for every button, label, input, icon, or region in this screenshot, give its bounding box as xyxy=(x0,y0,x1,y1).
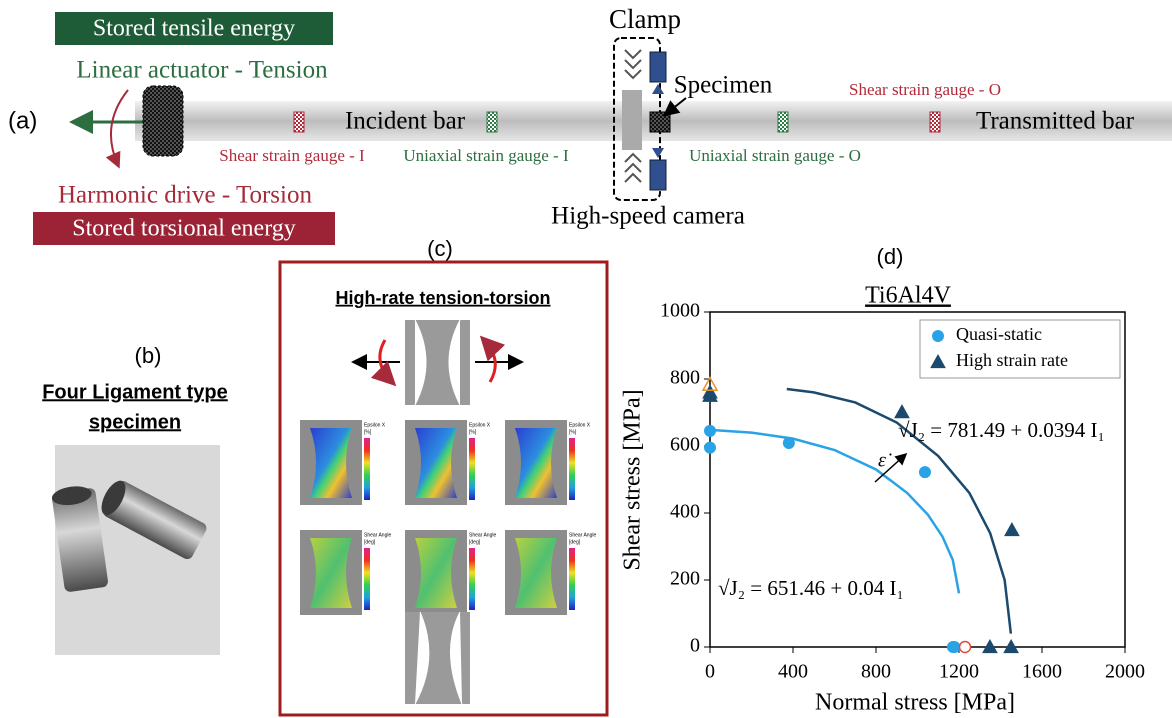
field-map xyxy=(515,428,557,498)
colorbar-unit: [%] xyxy=(469,429,477,435)
x-tick-label: 1600 xyxy=(1022,661,1062,683)
marker xyxy=(1005,523,1019,536)
y-tick-label: 800 xyxy=(670,367,700,389)
gauge-label: Uniaxial strain gauge - I xyxy=(403,146,569,165)
legend-label: Quasi-static xyxy=(956,324,1042,344)
field-map xyxy=(415,538,457,608)
box-label: Stored torsional energy xyxy=(72,216,296,242)
marker xyxy=(705,442,716,453)
chart: (d) Ti6Al4V Normal stress [MPa] Shear st… xyxy=(620,244,1146,716)
x-tick-label: 400 xyxy=(778,661,808,683)
clamp-label: Clamp xyxy=(609,4,681,34)
field-map xyxy=(515,538,557,608)
colorbar-unit: [%] xyxy=(364,429,372,435)
bar-label: Transmitted bar xyxy=(976,108,1135,135)
camera xyxy=(650,52,666,82)
title: High-rate tension-torsion xyxy=(336,288,551,308)
specimen-image xyxy=(405,320,470,405)
colorbar-unit: [deg] xyxy=(469,539,481,545)
field-map xyxy=(415,428,457,498)
colorbar-unit: [%] xyxy=(569,429,577,435)
marker xyxy=(919,467,930,478)
x-tick-label: 0 xyxy=(705,661,715,683)
x-tick-label: 2000 xyxy=(1105,661,1145,683)
chart-title: Ti6Al4V xyxy=(865,283,951,309)
y-tick-label: 400 xyxy=(670,501,700,523)
marker xyxy=(949,642,960,653)
fit-label: √J₂ = 781.49 + 0.0394 I₁ xyxy=(898,418,1105,442)
maps: Epsilon X[%]Epsilon X[%]Epsilon X[%]Shea… xyxy=(300,420,596,615)
colorbar xyxy=(569,438,575,500)
gauge-label: Uniaxial strain gauge - O xyxy=(689,146,861,165)
colorbar-title: Epsilon X xyxy=(569,422,591,428)
marker xyxy=(960,642,971,653)
colorbar-unit: [deg] xyxy=(364,539,376,545)
panel-b: (b) Four Ligament type specimen xyxy=(42,343,228,655)
panel-a: Stored tensile energy Linear actuator - … xyxy=(8,4,1172,245)
colorbar xyxy=(364,548,370,610)
legend-label: High strain rate xyxy=(956,350,1068,370)
colorbar-title: Epsilon X xyxy=(469,422,491,428)
marker xyxy=(705,425,716,436)
camera-label: High-speed camera xyxy=(551,203,745,230)
torsion-arrow xyxy=(111,90,128,165)
title: specimen xyxy=(89,411,181,433)
legend-marker xyxy=(933,331,944,342)
fit-label: √J₂ = 651.46 + 0.04 I₁ xyxy=(718,576,904,600)
marker xyxy=(895,405,909,418)
clamp-jaw xyxy=(622,90,642,150)
colorbar-title: Shear Angle xyxy=(364,532,391,538)
box-label: Stored tensile energy xyxy=(93,16,295,42)
x-tick-label: 800 xyxy=(861,661,891,683)
colorbar-title: Epsilon X xyxy=(364,422,386,428)
x-tick-label: 1200 xyxy=(939,661,979,683)
panel-label: (b) xyxy=(135,343,162,368)
bar-label: Incident bar xyxy=(345,108,466,135)
panel-label: (d) xyxy=(877,244,904,269)
gauge-label: Shear strain gauge - I xyxy=(219,146,365,165)
fit-curve xyxy=(710,430,959,593)
field-map xyxy=(310,428,352,498)
gauge xyxy=(930,112,940,132)
specimen-label: Specimen xyxy=(674,72,773,99)
y-tick-label: 600 xyxy=(670,434,700,456)
field-map xyxy=(310,538,352,608)
x-axis-label: Normal stress [MPa] xyxy=(815,690,1015,716)
y-axis-label: Shear stress [MPa] xyxy=(620,389,646,570)
gauge xyxy=(487,112,497,132)
marker xyxy=(783,437,794,448)
colorbar-title: Shear Angle xyxy=(469,532,496,538)
actuator xyxy=(143,86,183,156)
colorbar xyxy=(469,438,475,500)
panel-label: (a) xyxy=(8,107,37,134)
gauge-label: Shear strain gauge - O xyxy=(849,80,1001,99)
y-tick-label: 200 xyxy=(670,568,700,590)
colorbar xyxy=(569,548,575,610)
actuator-label: Linear actuator - Tension xyxy=(76,57,328,84)
gauge xyxy=(294,112,304,132)
colorbar xyxy=(469,548,475,610)
colorbar-unit: [deg] xyxy=(569,539,581,545)
panel-label: (c) xyxy=(427,236,453,261)
title: Four Ligament type xyxy=(42,381,228,403)
specimen xyxy=(650,112,670,132)
camera-lens xyxy=(652,148,664,158)
drive-label: Harmonic drive - Torsion xyxy=(58,182,312,209)
figure: Stored tensile energy Linear actuator - … xyxy=(0,0,1172,718)
y-tick-label: 0 xyxy=(690,635,700,657)
camera-lens xyxy=(652,84,664,94)
colorbar xyxy=(364,438,370,500)
colorbar-title: Shear Angle xyxy=(569,532,596,538)
gauge xyxy=(778,112,788,132)
panel-c: (c) High-rate tension-torsion Epsilon X[… xyxy=(280,236,607,715)
y-tick-label: 1000 xyxy=(660,300,700,322)
camera xyxy=(650,160,666,190)
